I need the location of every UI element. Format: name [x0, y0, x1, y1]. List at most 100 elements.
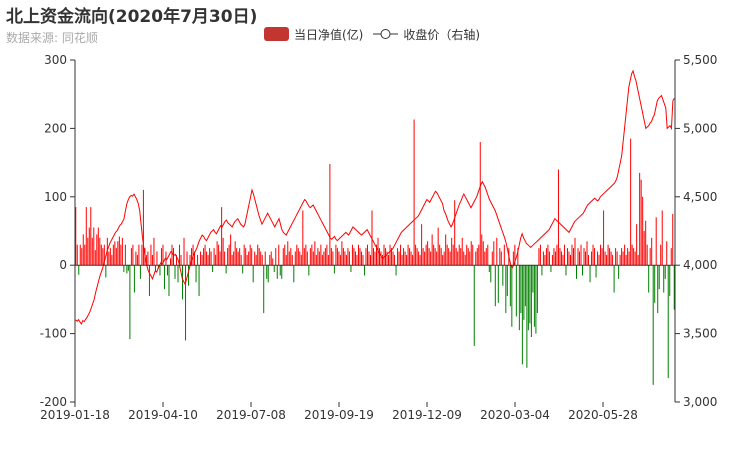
legend-item-net-flow[interactable]: 当日净值(亿) [264, 26, 363, 43]
bar [290, 248, 292, 266]
bar [541, 265, 543, 276]
y-right-tick-label: 3,500 [683, 327, 717, 341]
bar [455, 248, 457, 266]
bar [278, 244, 280, 266]
bar [446, 244, 448, 266]
x-tick-label: 2020-05-28 [568, 408, 638, 422]
bar [273, 265, 275, 273]
bar [117, 241, 119, 266]
bar [547, 244, 549, 266]
bar [108, 251, 110, 266]
bar [496, 237, 498, 266]
bar [141, 244, 143, 266]
y-left-tick-label: 200 [44, 121, 67, 135]
bar [324, 248, 326, 266]
bar [652, 265, 654, 385]
y-right-tick-label: 4,500 [683, 190, 717, 204]
bar [82, 234, 84, 266]
bar [527, 265, 529, 331]
bar [633, 248, 635, 266]
bar [222, 237, 224, 266]
bar [451, 237, 453, 266]
bar [606, 254, 608, 266]
bar [400, 244, 402, 266]
bar [103, 244, 105, 266]
bar [398, 251, 400, 266]
bar [419, 254, 421, 266]
bar [529, 265, 531, 324]
bar [663, 265, 665, 293]
line-circle-icon [373, 29, 399, 39]
x-tick-label: 2020-03-04 [480, 408, 550, 422]
bar [458, 244, 460, 266]
bar [385, 248, 387, 266]
bar [475, 251, 477, 266]
bar [624, 244, 626, 266]
bar [154, 265, 156, 273]
chart-subtitle: 数据来源: 同花顺 [6, 31, 98, 45]
bar [284, 244, 286, 266]
chart-legend: 当日净值(亿) 收盘价（右轴) [264, 25, 490, 43]
bar [323, 251, 325, 266]
bar [670, 248, 672, 266]
bar [401, 254, 403, 266]
bar [560, 251, 562, 266]
bar [526, 265, 528, 368]
bar [195, 265, 197, 283]
bar [176, 254, 177, 266]
bar [112, 244, 114, 266]
bar [406, 254, 408, 266]
bar [374, 251, 376, 266]
bar [415, 244, 417, 266]
bar [275, 248, 277, 266]
bar [93, 227, 95, 266]
bar [454, 200, 456, 266]
bar [553, 248, 555, 266]
bar [311, 244, 313, 266]
bar [263, 265, 265, 314]
bar [163, 265, 165, 290]
bar [130, 248, 132, 266]
bar [81, 248, 83, 266]
bar [287, 241, 289, 266]
bar [174, 265, 176, 279]
bar [386, 251, 388, 266]
bar [329, 163, 331, 266]
bar [249, 244, 251, 266]
bar [90, 207, 92, 266]
bar [536, 265, 538, 314]
bar [366, 244, 368, 266]
bar [514, 244, 516, 266]
bar [554, 251, 556, 266]
bar [308, 265, 310, 276]
bar [484, 251, 486, 266]
bar [490, 265, 492, 283]
bar [336, 248, 338, 266]
bar [216, 241, 218, 266]
legend-item-close-price[interactable]: 收盘价（右轴) [373, 26, 480, 43]
bar [279, 265, 281, 276]
bar [246, 254, 248, 266]
bar [204, 244, 206, 266]
bar [120, 244, 122, 266]
bar [245, 248, 247, 266]
bar [639, 172, 641, 266]
bar [557, 169, 559, 266]
bar [487, 244, 489, 266]
bar [294, 251, 296, 266]
bar [314, 241, 316, 266]
bar [203, 248, 205, 266]
bar [105, 265, 107, 278]
bar [201, 254, 203, 266]
bar [470, 241, 472, 266]
bar [156, 251, 158, 266]
y-left-tick-label: 300 [44, 53, 67, 67]
bar [622, 251, 624, 266]
bar [472, 244, 474, 266]
bar [437, 227, 439, 266]
bar [160, 248, 162, 266]
bar [600, 244, 602, 266]
bar [481, 234, 483, 266]
bar [228, 244, 230, 266]
